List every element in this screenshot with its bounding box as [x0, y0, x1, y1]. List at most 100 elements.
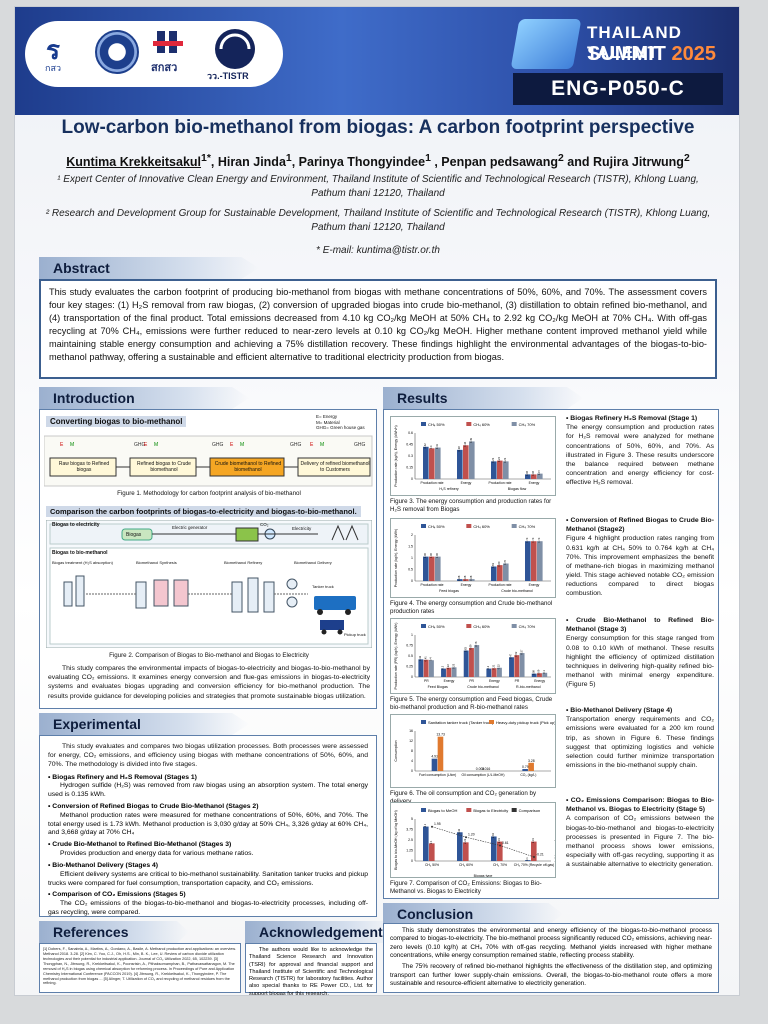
group-label: Feed biogas — [439, 589, 459, 593]
data-label: 4.1 — [423, 823, 427, 827]
experimental-item-head: • Crude Bio-Methanol to Refined Bio-Meth… — [48, 841, 232, 849]
fig3-caption: Figure 3. The energy consumption and pro… — [390, 498, 552, 513]
experimental-item-head: • Comparison of CO₂ Emissions (Stages 5) — [48, 891, 186, 899]
section-conclusion: Conclusion — [383, 903, 563, 925]
fig4-chart: CH₄ 50% CH₄ 60% CH₄ 70% Production rate (kg… — [390, 518, 556, 598]
legend-label: CH₄ 70% — [519, 422, 536, 427]
experimental-item-text: Efficient delivery systems are critical … — [48, 870, 368, 887]
fig1-box-2-label: Refined biogas to Crude biomethanol — [137, 461, 191, 474]
y-tick-label: 0.3 — [408, 454, 413, 458]
poster: { "header":{"event_line1":"THAILAND TALE… — [14, 6, 740, 996]
tsri-logo: สกสว — [151, 27, 191, 79]
bar — [525, 860, 531, 861]
tistr-badge-logo: วว.-TISTR — [201, 27, 275, 81]
svg-text:สกสว: สกสว — [151, 62, 177, 74]
section-abstract: Abstract — [39, 257, 259, 279]
fig2-label-deliv: Biomethanol Delivery — [294, 560, 332, 565]
author-5-sup: 2 — [683, 153, 690, 164]
bar — [537, 541, 543, 581]
bar — [491, 668, 497, 677]
data-label: 2.92 — [491, 832, 495, 838]
svg-text:M: M — [154, 442, 158, 448]
y-tick-label: 0 — [411, 579, 413, 583]
fig1-legend-ghg: GHG= Green house gas — [316, 425, 365, 431]
data-label: 3.42 — [457, 828, 461, 834]
results-item-text: A comparison of CO₂ emissions between th… — [566, 815, 714, 869]
x-tick-label: Energy — [529, 583, 540, 587]
data-label: 0.2 — [486, 665, 490, 669]
series-point — [499, 844, 501, 847]
svg-text:M: M — [240, 442, 244, 448]
legend-label: CH₄ 60% — [473, 422, 490, 427]
bar — [542, 672, 548, 677]
y-tick-label: 1 — [411, 556, 413, 560]
results-item: • Crude Bio-Methanol to Refined Bio-Meth… — [566, 616, 714, 689]
x-tick-label: Production rate — [489, 481, 512, 485]
bar — [531, 541, 537, 581]
data-label: 0.44 — [463, 441, 467, 447]
experimental-item: • Biogas Refinery and H₂S Removal (Stage… — [48, 774, 368, 800]
data-label: 0.4 — [429, 445, 433, 449]
data-label: 0.06 — [531, 470, 535, 476]
author-3-sup: 1 — [425, 153, 431, 164]
y-tick-label: 1.25 — [406, 849, 413, 853]
data-label: 0.69 — [469, 644, 473, 650]
x-tick-label: Energy — [529, 481, 540, 485]
legend-swatch — [511, 524, 517, 528]
data-label: 0.21 — [491, 664, 495, 670]
x-tick-label: CO₂ (kg/L) — [520, 773, 536, 777]
data-label: 0.2 — [441, 665, 445, 669]
legend-swatch — [466, 624, 472, 628]
fig1-legend-e: E= Energy — [316, 414, 338, 419]
series-point — [533, 855, 535, 858]
legend-swatch — [466, 422, 472, 426]
fig2-caption: Figure 2. Comparison of Biogas to Bio-me… — [109, 652, 309, 659]
data-label: 2.1 — [429, 840, 433, 844]
introduction-text: This study compares the environmental im… — [48, 665, 370, 700]
data-label: 0.42 — [423, 443, 427, 449]
y-tick-label: 0 — [411, 675, 413, 679]
experimental-item-head: • Conversion of Refined Biogas to Crude … — [48, 803, 259, 810]
data-label: 0.79 — [522, 765, 529, 769]
y-axis-label: Consumption — [394, 740, 398, 761]
section-acknowledgements: Acknowledgements — [245, 921, 395, 943]
experimental-item-text: Methanol production rates were measured … — [48, 811, 368, 837]
x-tick-label: Energy — [534, 679, 545, 683]
fig2-title: Comparison the carbon footprints of biog… — [46, 506, 361, 517]
x-axis-label: Biogas type — [474, 874, 493, 878]
event-year: 2025 — [671, 43, 716, 65]
data-label: 0.08 — [531, 670, 535, 676]
y-tick-label: 0 — [411, 477, 413, 481]
bar — [514, 655, 520, 677]
event-name: THAILAND TALENT — [587, 23, 682, 62]
point-label: 1.20 — [468, 833, 475, 837]
data-label: 1.73 — [531, 537, 535, 543]
fig3-chart: CH₄ 50% CH₄ 60% CH₄ 70% Production rate (kg… — [390, 416, 556, 496]
group-label: H₂S refinery — [439, 487, 459, 491]
x-tick-label: Energy — [461, 481, 472, 485]
experimental-item-head: • Biogas Refinery and H₂S Removal (Stage… — [48, 773, 197, 781]
series-line — [431, 826, 535, 858]
data-label: 0.06 — [525, 470, 529, 476]
x-tick-label: PR — [424, 679, 429, 683]
legend-swatch — [421, 524, 426, 528]
bar — [503, 563, 509, 581]
experimental-item-text: Hydrogen sulfide (H₂S) was removed from … — [48, 782, 368, 799]
data-label: 0.42 — [418, 655, 422, 661]
svg-text:GHG: GHG — [134, 442, 146, 448]
experimental-item-text: Provides production and energy data for … — [60, 850, 254, 858]
bar — [423, 556, 429, 581]
section-introduction: Introduction — [39, 387, 249, 409]
group-label: Feed Biogas — [428, 685, 448, 689]
results-item-head: • CO₂ Emissions Comparison: Biogas to Bi… — [566, 797, 714, 814]
series-point — [465, 836, 467, 839]
experimental-intro: This study evaluates and compares two bi… — [48, 743, 368, 769]
bar — [496, 667, 502, 677]
legend-swatch — [421, 720, 426, 724]
svg-text:วว.-TISTR: วว.-TISTR — [207, 71, 249, 81]
data-label: 0.08 — [469, 575, 473, 581]
poster-title: Low-carbon bio-methanol from biogas: A c… — [61, 117, 695, 138]
fig2-label-treat: Biogas treatment (H₂S absorption) — [52, 560, 113, 565]
bar — [537, 673, 542, 677]
